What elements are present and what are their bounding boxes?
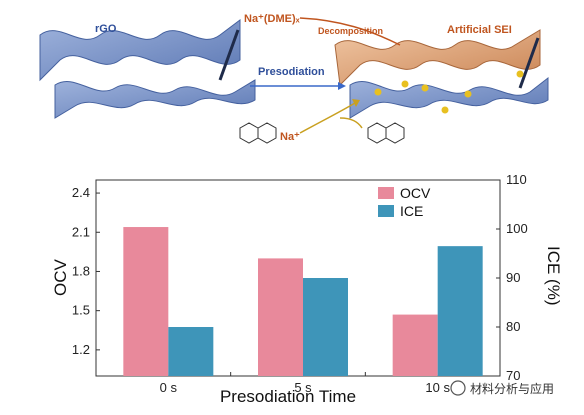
y-left-tick-label: 1.8: [72, 263, 90, 278]
y-left-tick-label: 2.4: [72, 185, 90, 200]
y-right-tick-label: 90: [506, 270, 520, 285]
legend-swatch-ice: [378, 205, 394, 217]
rgo-sheet-edge: [218, 29, 240, 81]
presodiation-label: Presodiation: [258, 66, 325, 78]
y-right-tick-label: 100: [506, 221, 528, 236]
na-dot: [516, 70, 524, 78]
presodiation-arrowhead: [338, 82, 346, 90]
bar-ocv-2: [392, 314, 438, 376]
na-transfer-arrowhead: [352, 99, 360, 107]
na-label: Na⁺: [280, 131, 300, 143]
wechat-icon: [450, 380, 466, 396]
sei-coated-stack: [334, 29, 549, 119]
rgo-label: rGO: [95, 23, 117, 35]
presodiation-schematic: rGO Na⁺(DME)ₓ Decomposition Artificial S…: [39, 13, 549, 144]
sei-label: Artificial SEI: [447, 24, 512, 36]
y-axis-right-title: ICE (%): [544, 246, 563, 306]
product-arrow: [339, 117, 363, 129]
watermark: 材料分析与应用: [450, 380, 554, 396]
na-dme-label: Na⁺(DME)ₓ: [244, 13, 301, 25]
na-dot: [374, 88, 382, 96]
y-left-tick-label: 2.1: [72, 224, 90, 239]
x-tick-label: 0 s: [160, 380, 178, 395]
rgo-sheet-stack: [39, 19, 256, 119]
ticks-group: 0 s 5 s 10 s 1.2 1.5 1.8 2.1 2.4 70 80 90 100 110: [72, 172, 528, 395]
na-dot: [401, 80, 409, 88]
legend-swatch-ocv: [378, 187, 394, 199]
decomposition-label: Decomposition: [318, 26, 383, 36]
bars-group: [123, 227, 483, 376]
y-right-tick-label: 80: [506, 319, 520, 334]
rgo-sheet-bottom: [54, 79, 256, 119]
y-left-tick-label: 1.2: [72, 342, 90, 357]
na-transfer-arrow: [299, 102, 356, 134]
y-right-tick-label: 110: [506, 172, 527, 187]
y-axis-left-title: OCV: [51, 259, 70, 297]
y-right-tick-label: 70: [506, 368, 520, 383]
legend-label-ocv: OCV: [400, 185, 431, 201]
bar-ocv-1: [258, 258, 303, 376]
legend-label-ice: ICE: [400, 203, 423, 219]
legend: OCV ICE: [378, 185, 431, 219]
na-dot: [464, 90, 472, 98]
rgo-sheet-lower-right: [349, 76, 549, 119]
naphthalene-molecule-right: [367, 122, 405, 144]
bar-ice-1: [303, 278, 348, 376]
decomposition-arrow: [299, 17, 401, 46]
na-dot: [441, 106, 449, 114]
x-axis-title: Presodiation Time: [220, 387, 356, 406]
sei-sheet-edge: [518, 37, 540, 89]
bar-ice-0: [168, 327, 214, 376]
x-tick-label: 10 s: [425, 380, 450, 395]
artificial-sei-sheet: [334, 29, 541, 87]
rgo-sheet-top: [39, 19, 241, 82]
watermark-text: 材料分析与应用: [470, 381, 554, 396]
x-tick-label: 5 s: [294, 380, 312, 395]
naphthalene-molecule-left: [239, 122, 277, 144]
y-left-tick-label: 1.5: [72, 303, 90, 318]
na-dot: [421, 84, 429, 92]
na-ions: [374, 70, 524, 114]
bar-ocv-0: [123, 227, 169, 376]
bar-ice-2: [437, 246, 483, 376]
